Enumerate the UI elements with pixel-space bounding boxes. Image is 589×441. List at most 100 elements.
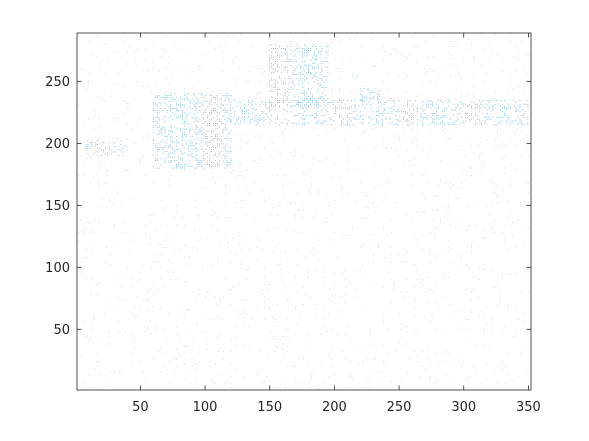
data-point — [504, 145, 506, 147]
data-point — [447, 353, 449, 355]
data-point — [313, 62, 315, 64]
data-point — [172, 156, 174, 158]
data-point — [203, 150, 205, 152]
data-point — [396, 51, 397, 53]
data-point — [214, 134, 216, 136]
data-point — [325, 57, 327, 59]
data-point — [160, 102, 162, 104]
data-point — [199, 157, 201, 159]
data-point — [217, 259, 219, 261]
data-point — [304, 61, 306, 62]
data-point — [233, 135, 234, 137]
data-point — [160, 150, 162, 152]
data-point — [310, 388, 312, 390]
data-point — [119, 331, 121, 333]
data-point — [103, 43, 105, 45]
data-point — [311, 114, 313, 116]
data-point — [168, 271, 170, 273]
data-point — [201, 156, 203, 158]
data-point — [160, 370, 162, 372]
data-point — [305, 172, 307, 174]
data-point — [248, 80, 250, 82]
data-point — [222, 143, 224, 145]
data-point — [302, 124, 304, 126]
data-point — [132, 313, 134, 315]
data-point — [440, 116, 441, 118]
data-point — [269, 105, 271, 107]
data-point — [445, 109, 447, 111]
data-point — [411, 36, 413, 38]
data-point — [181, 145, 183, 147]
data-point — [230, 167, 232, 169]
data-point — [367, 378, 369, 380]
data-point — [216, 124, 218, 126]
data-point — [214, 128, 216, 130]
data-point — [195, 143, 197, 145]
data-point — [468, 318, 470, 320]
data-point — [447, 51, 449, 53]
data-point — [243, 199, 245, 201]
data-point — [108, 254, 110, 256]
data-point — [216, 145, 218, 147]
data-point — [176, 167, 178, 169]
data-point — [315, 100, 317, 102]
data-point — [163, 115, 165, 117]
data-point — [274, 318, 276, 320]
data-point — [375, 122, 377, 124]
data-point — [222, 110, 224, 111]
data-point — [282, 100, 284, 102]
data-point — [443, 124, 445, 126]
data-point — [286, 51, 288, 53]
data-point — [457, 105, 459, 107]
data-point — [525, 53, 527, 55]
data-point — [527, 182, 529, 184]
data-point — [399, 100, 401, 102]
data-point — [85, 157, 87, 159]
data-point — [381, 122, 383, 124]
data-point — [181, 134, 183, 136]
data-point — [111, 204, 113, 206]
data-point — [412, 116, 414, 118]
data-point — [253, 239, 255, 241]
data-point — [372, 88, 374, 90]
data-point — [407, 100, 408, 102]
data-point — [170, 160, 172, 162]
data-point — [160, 141, 162, 143]
data-point — [226, 104, 228, 106]
data-point — [191, 128, 193, 130]
data-point — [203, 97, 205, 98]
data-point — [217, 137, 219, 139]
data-point — [363, 88, 365, 90]
data-point — [370, 333, 372, 335]
data-point — [205, 152, 207, 154]
data-point — [213, 145, 214, 147]
data-point — [310, 378, 312, 380]
data-point — [209, 111, 211, 113]
data-point — [349, 120, 351, 122]
data-point — [502, 61, 503, 62]
data-point — [101, 98, 103, 100]
data-point — [491, 222, 493, 224]
data-point — [155, 229, 157, 231]
data-point — [388, 271, 390, 273]
data-point — [197, 111, 199, 113]
data-point — [158, 102, 160, 104]
data-point — [457, 118, 459, 120]
data-point — [317, 83, 319, 85]
data-point — [385, 328, 387, 330]
data-point — [269, 331, 271, 333]
data-point — [194, 246, 196, 248]
data-point — [297, 93, 299, 95]
data-point — [388, 182, 390, 184]
data-point — [233, 36, 234, 38]
data-point — [527, 105, 529, 107]
data-point — [416, 111, 418, 113]
data-point — [277, 64, 278, 66]
data-point — [304, 70, 306, 72]
data-point — [321, 333, 322, 335]
data-point — [426, 107, 428, 109]
data-point — [434, 227, 436, 229]
data-point — [416, 212, 418, 214]
data-point — [380, 199, 382, 201]
data-point — [302, 81, 304, 83]
